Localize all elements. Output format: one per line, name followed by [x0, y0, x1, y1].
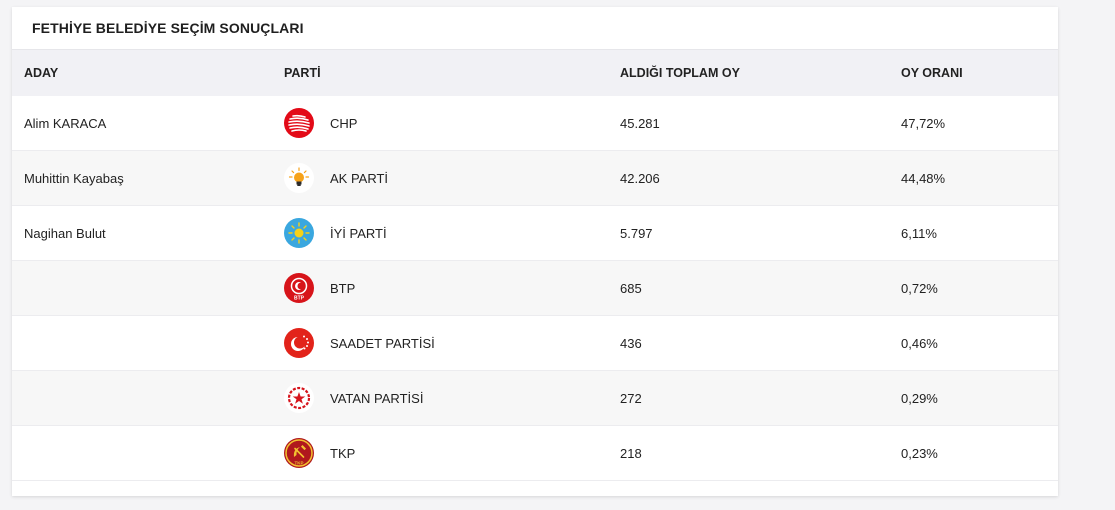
header-candidate: ADAY: [24, 66, 59, 80]
party-name: BTP: [330, 280, 356, 296]
vote-rate: 44,48%: [901, 170, 946, 186]
vote-rate: 0,46%: [901, 335, 938, 351]
vote-rate: 47,72%: [901, 115, 946, 131]
iyi-sun-logo-icon: [284, 218, 314, 248]
vote-count: 436: [620, 335, 642, 351]
candidate-name: Nagihan Bulut: [24, 225, 106, 241]
vote-count: 272: [620, 390, 642, 406]
candidate-name: Alim KARACA: [24, 115, 107, 131]
party-name: SAADET PARTİSİ: [330, 335, 435, 351]
header-party: PARTİ: [284, 66, 321, 80]
table-row: Nagihan Bulut İYİ PA: [12, 206, 1058, 261]
table-row: SAADET PARTİSİ 436 0,46%: [12, 316, 1058, 371]
card-header: FETHİYE BELEDİYE SEÇİM SONUÇLARI: [12, 7, 1058, 50]
vote-rate: 0,72%: [901, 280, 938, 296]
party-name: TKP: [330, 445, 356, 461]
vote-count: 218: [620, 445, 642, 461]
table-row: Alim KARACA CHP 45.281 47,72%: [12, 96, 1058, 151]
party-name: CHP: [330, 115, 358, 131]
party-name: VATAN PARTİSİ: [330, 390, 424, 406]
vote-count: 45.281: [620, 115, 660, 131]
vote-rate: 0,23%: [901, 445, 938, 461]
tkp-hammer-sickle-logo-icon: TKP: [284, 438, 314, 468]
table-row: VATAN PARTİSİ 272 0,29%: [12, 371, 1058, 426]
party-name: AK PARTİ: [330, 170, 389, 186]
header-vote-rate: OY ORANI: [901, 66, 963, 80]
saadet-crescent-logo-icon: [284, 328, 314, 358]
chp-logo-icon: [284, 108, 314, 138]
svg-text:TKP: TKP: [295, 461, 304, 466]
page-title: FETHİYE BELEDİYE SEÇİM SONUÇLARI: [32, 20, 304, 36]
vote-count: 42.206: [620, 170, 660, 186]
vatan-star-logo-icon: [284, 383, 314, 413]
header-total-votes: ALDIĞI TOPLAM OY: [620, 66, 740, 80]
akp-bulb-logo-icon: [284, 163, 314, 193]
table-row: Muhittin Kayabaş AK PARTİ 42: [12, 151, 1058, 206]
btp-logo-icon: BTP: [284, 273, 314, 303]
table-row: TKP TKP 218 0,23%: [12, 426, 1058, 481]
party-name: İYİ PARTİ: [330, 225, 387, 241]
vote-rate: 0,29%: [901, 390, 938, 406]
svg-text:BTP: BTP: [294, 296, 305, 302]
vote-count: 685: [620, 280, 642, 296]
vote-count: 5.797: [620, 225, 653, 241]
results-card: FETHİYE BELEDİYE SEÇİM SONUÇLARI ADAY PA…: [12, 7, 1058, 496]
candidate-name: Muhittin Kayabaş: [24, 170, 124, 186]
table-row: BTP BTP 685 0,72%: [12, 261, 1058, 316]
table-header: ADAY PARTİ ALDIĞI TOPLAM OY OY ORANI: [12, 50, 1058, 96]
vote-rate: 6,11%: [901, 225, 937, 241]
